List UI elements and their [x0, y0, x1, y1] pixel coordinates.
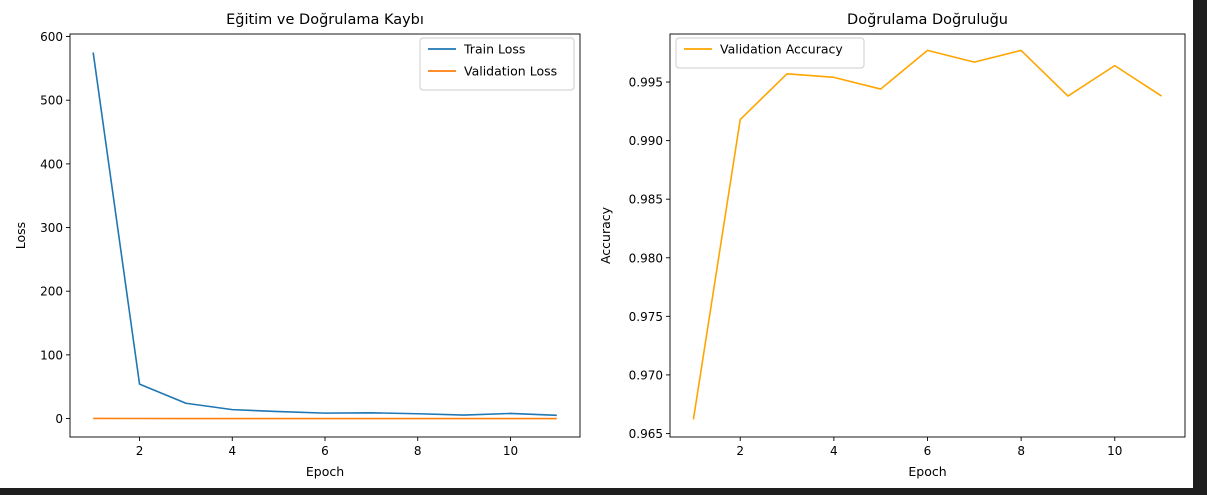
window-frame-bottom: [0, 488, 1207, 495]
chart-1-y-tick-label: 0: [55, 412, 63, 426]
chart-1-series-line-1: [92, 52, 557, 417]
chart-2-y-tick-label: 0.975: [629, 310, 663, 324]
chart-1-x-tick-label: 4: [228, 444, 236, 458]
chart-2-axes-frame: [669, 33, 1186, 438]
chart-2-x-tick-label: 10: [1107, 444, 1122, 458]
chart-2-x-tick-label: 2: [736, 444, 744, 458]
chart-1-legend-label: Validation Loss: [464, 64, 557, 79]
chart-2-x-axis-label: Epoch: [908, 464, 946, 479]
chart-1-x-tick-label: 2: [136, 444, 144, 458]
chart-1-legend: Train Loss Validation Loss: [419, 37, 575, 91]
chart-1-x-axis-label: Epoch: [306, 464, 344, 479]
chart-2: Doğrulama Doğruluğu 2 4 6 8 10 0.965 0.970 0.975…: [598, 12, 1186, 479]
chart-2-legend-label: Validation Accuracy: [720, 42, 843, 57]
chart-2-legend: Validation Accuracy: [675, 37, 865, 69]
chart-2-y-tick-label: 0.985: [629, 193, 663, 207]
chart-1-y-axis-label: Loss: [13, 222, 28, 249]
chart-2-y-tick-label: 0.995: [629, 76, 663, 90]
chart-2-y-tick-label: 0.970: [629, 368, 663, 382]
chart-1-axes-frame: [69, 33, 581, 438]
chart-2-y-axis-label: Accuracy: [598, 206, 613, 264]
chart-2-y-tick-label: 0.965: [629, 427, 663, 441]
chart-2-x-tick-label: 8: [1017, 444, 1025, 458]
chart-2-x-tick-label: 6: [924, 444, 932, 458]
chart-1-legend-label: Train Loss: [463, 42, 525, 57]
chart-2-title: Doğrulama Doğruluğu: [847, 12, 1008, 28]
chart-1-y-tick-label: 100: [40, 348, 63, 362]
chart-1-title: Eğitim ve Doğrulama Kaybı: [226, 12, 424, 28]
chart-1-y-tick-label: 200: [40, 285, 63, 299]
chart-2-y-tick-label: 0.980: [629, 251, 663, 265]
chart-1-x-tick-label: 6: [321, 444, 329, 458]
chart-1-x-tick-label: 10: [503, 444, 518, 458]
chart-2-x-tick-label: 4: [830, 444, 838, 458]
chart-1-y-tick-label: 500: [40, 94, 63, 108]
chart-1-y-tick-label: 400: [40, 157, 63, 171]
window-frame-right: [1193, 0, 1207, 495]
chart-1-y-tick-label: 300: [40, 221, 63, 235]
chart-2-legend-box: [675, 37, 865, 69]
chart-1-x-tick-label: 8: [414, 444, 422, 458]
chart-2-y-tick-label: 0.990: [629, 134, 663, 148]
chart-2-series-line-1: [692, 49, 1163, 420]
chart-1-legend-box: [419, 37, 575, 91]
chart-1-y-tick-label: 600: [40, 30, 63, 44]
